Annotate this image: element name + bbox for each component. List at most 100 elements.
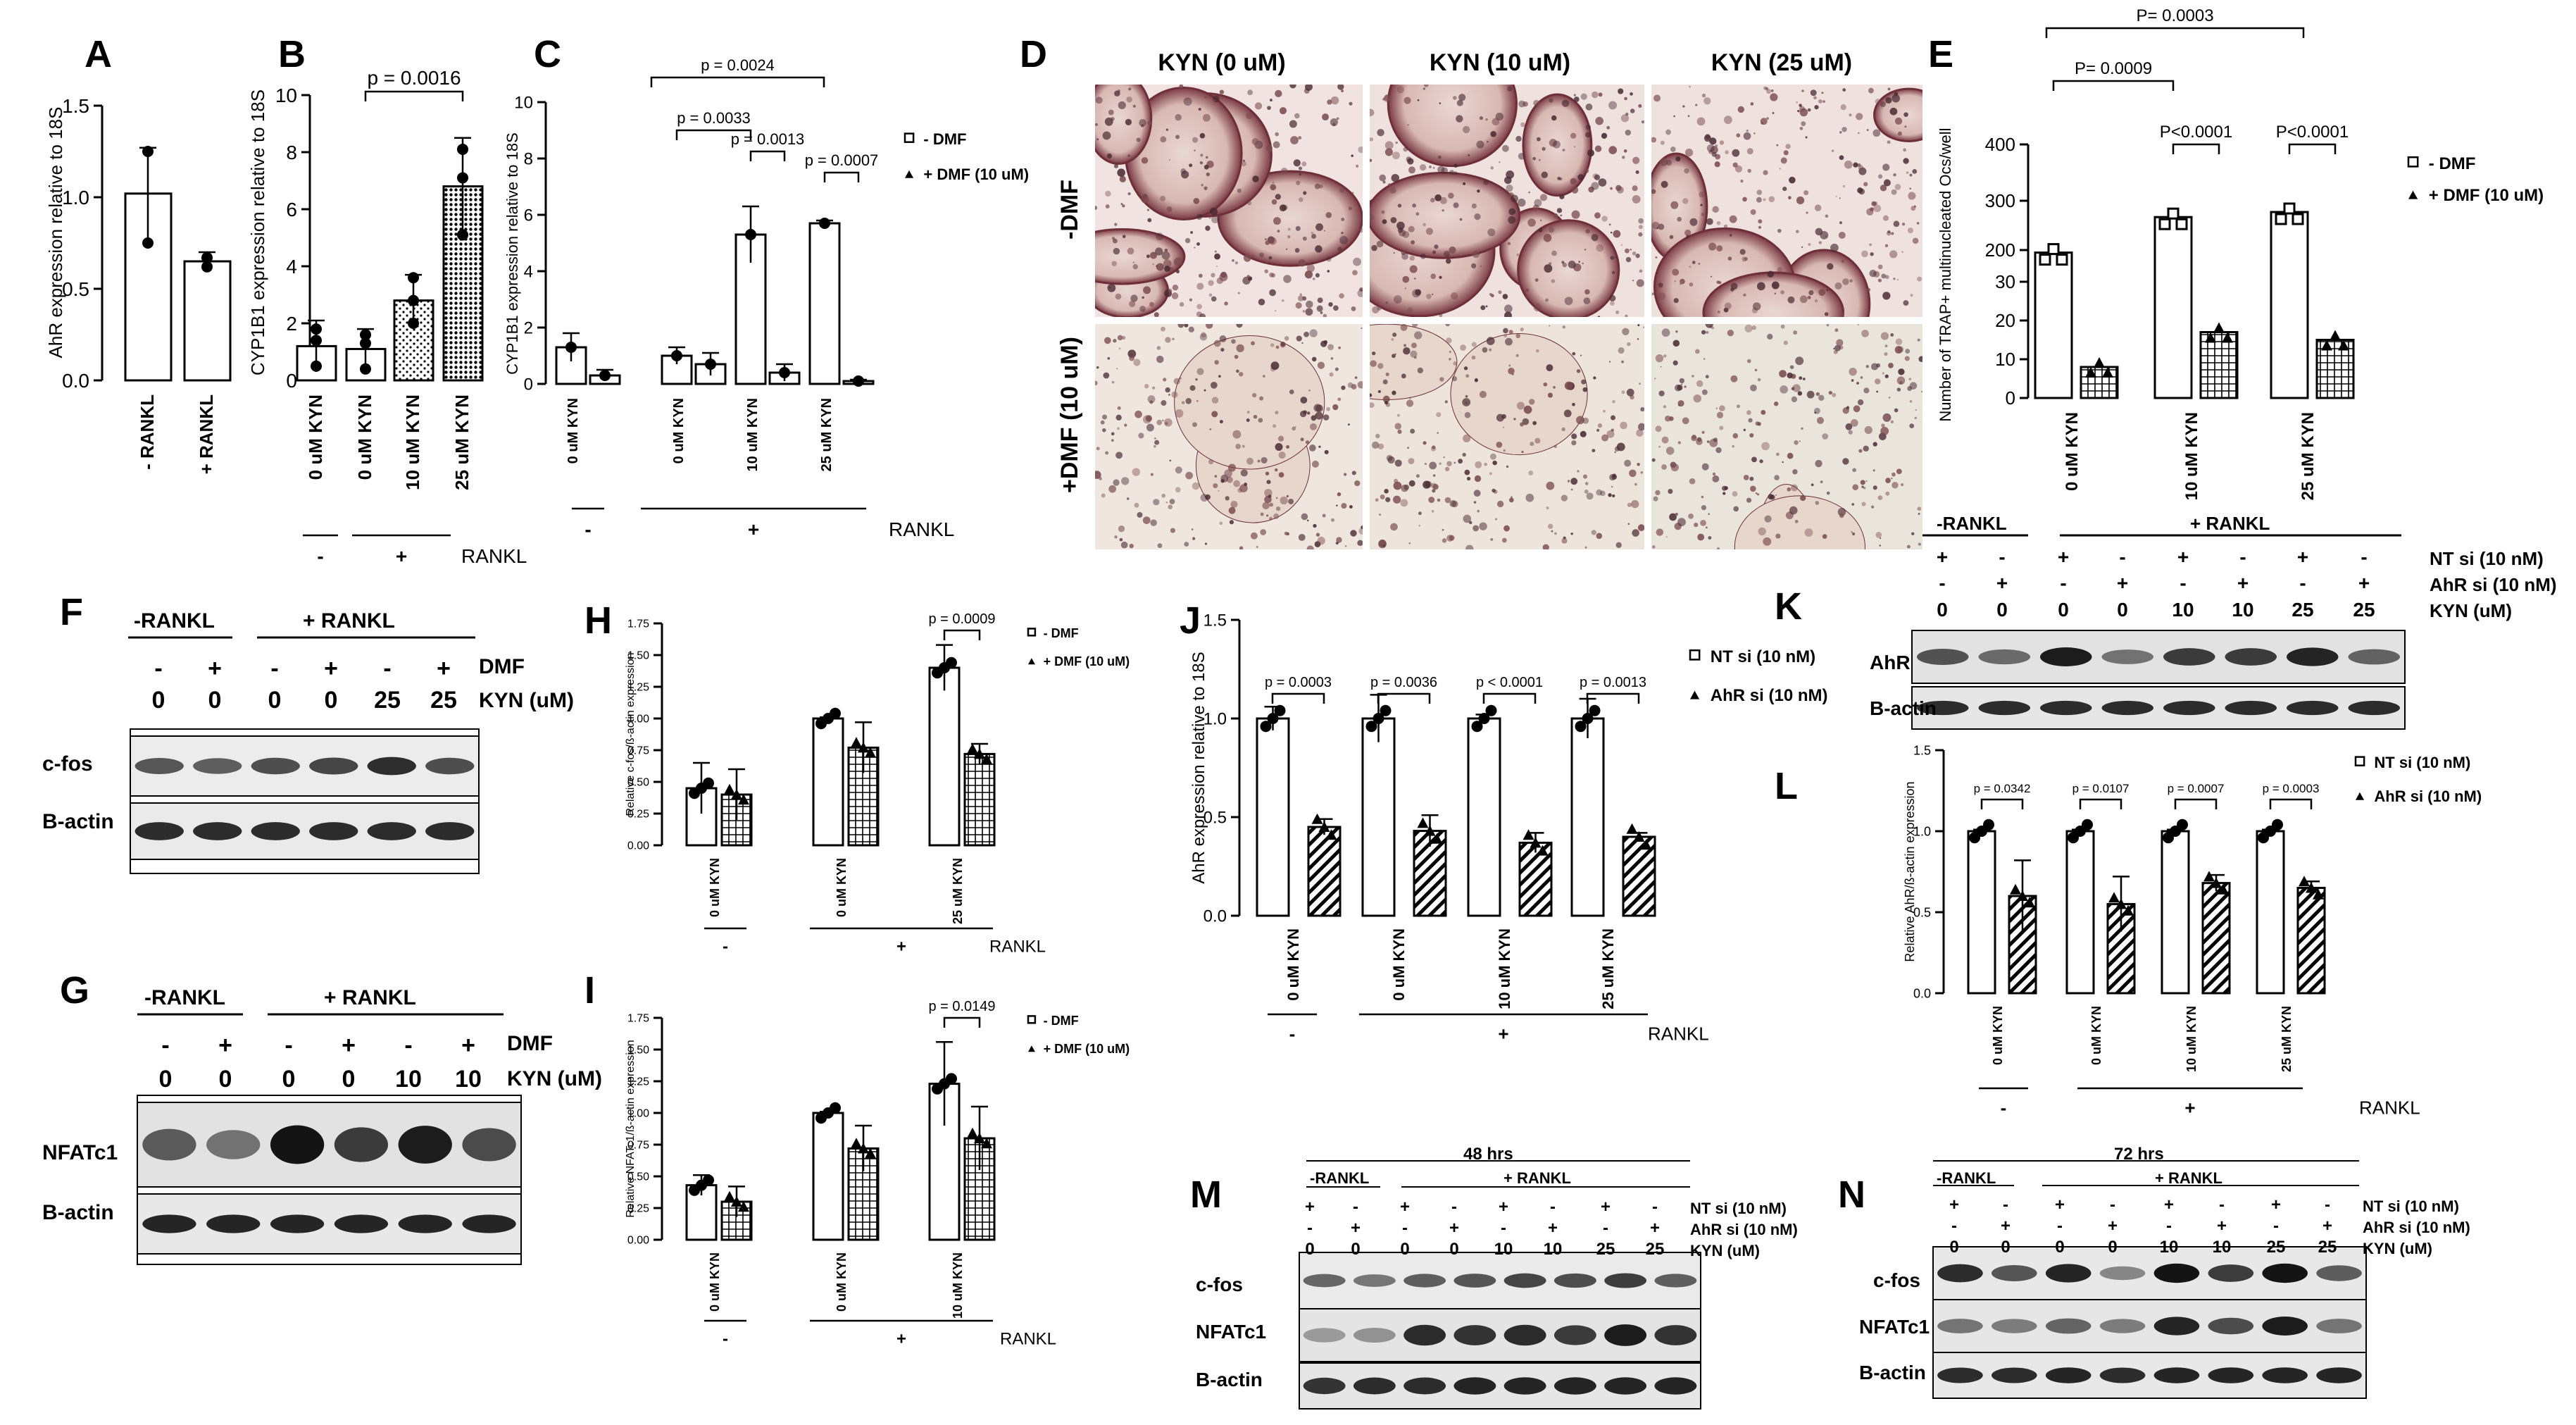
lane-label: - <box>1999 546 2006 568</box>
blot-f-cfos-band <box>309 757 358 775</box>
chart-h-ytick-label: 0.75 <box>627 745 649 757</box>
chart-c-ytick-label: 8 <box>524 149 533 168</box>
chart-j-point <box>1471 721 1483 733</box>
chart-i-point <box>738 1201 749 1212</box>
lane-label: - <box>1939 572 1946 594</box>
blot-g-nfatc1-frame <box>137 1102 522 1188</box>
chart-e-ytick-label: 300 <box>1985 190 2015 211</box>
lane-label: - <box>2057 1216 2063 1236</box>
chart-c-point <box>705 359 716 370</box>
chart-c-xtick-label: 25 uM KYN <box>819 398 834 471</box>
chart-c-point <box>565 342 577 353</box>
chart-c-point <box>671 350 682 361</box>
blot-n-bactin-band <box>2262 1367 2308 1383</box>
lane-label: 10 <box>2172 599 2194 621</box>
lane-label: 25 <box>2266 1238 2286 1257</box>
blot-n-nfatc1-band <box>1937 1319 1983 1333</box>
blot-n-nfatc1-band <box>2316 1319 2362 1333</box>
chart-j-point <box>1267 713 1279 724</box>
lane-label: 10 <box>2159 1238 2179 1257</box>
chart-l-sig-bracket <box>2174 798 2218 809</box>
blot-m-cfos-band <box>1353 1274 1396 1287</box>
blot-m-cfos-band <box>1553 1273 1596 1288</box>
chart-j-bar <box>1307 826 1342 917</box>
chart-i-sig-bracket <box>943 1016 981 1028</box>
chart-a-point <box>142 146 154 157</box>
lane-label: + <box>2296 546 2309 568</box>
micrograph-texture <box>1095 85 1363 317</box>
chart-h-point <box>738 794 749 805</box>
blot-n-bactin-band <box>1992 1367 2037 1383</box>
chart-h-point <box>946 657 957 668</box>
chart-e-xtick-label: 25 uM KYN <box>2299 412 2318 500</box>
lane-label: 0 <box>324 687 338 714</box>
lane-label: 10 <box>1494 1240 1513 1259</box>
lane-label: 0 <box>158 1066 173 1093</box>
chart-i-group-label: + <box>896 1330 906 1349</box>
blot-g-dmf-label: DMF <box>507 1032 553 1055</box>
blot-m-nfatc1-band <box>1353 1327 1396 1343</box>
blot-k-ahr-band <box>2287 647 2339 666</box>
chart-c-sig-bracket <box>749 150 786 161</box>
chart-e-bar <box>2080 366 2119 399</box>
blot-m-kyn-label: KYN (uM) <box>1690 1242 1760 1259</box>
chart-e-ytick-label: 400 <box>1985 134 2015 155</box>
chart-i-point <box>967 1127 978 1138</box>
chart-e: 400 300 200 30 20 10 0 Number of TRAP+ multinuc… <box>1937 6 2544 500</box>
chart-h-bar <box>812 717 844 847</box>
blot-n-band-bactin: B-actin <box>1859 1362 1926 1383</box>
panel-label-k: K <box>1775 585 1802 628</box>
chart-c-sig-label: p = 0.0033 <box>677 109 751 127</box>
chart-l-point <box>2017 890 2028 901</box>
chart-j-group-title: RANKL <box>1648 1023 1709 1044</box>
blot-k-bactin-band <box>2287 700 2339 716</box>
lane-label: - <box>2239 546 2246 568</box>
blot-n-band-cfos: c-fos <box>1873 1269 1920 1291</box>
chart-c-sig-bracket <box>650 76 825 87</box>
chart-c-sig-label: p = 0.0007 <box>805 151 879 169</box>
chart-b-sig-label: p = 0.0016 <box>367 67 461 89</box>
lane-label: + <box>2054 1195 2065 1214</box>
chart-h-legend-label: + DMF (10 uM) <box>1044 654 1130 668</box>
chart-h-point <box>724 783 735 795</box>
lane-label: + <box>2322 1216 2332 1236</box>
chart-c-point <box>599 370 611 381</box>
chart-a-ytick-label: 1.0 <box>62 187 89 209</box>
blot-m-nt-label: NT si (10 nM) <box>1690 1200 1787 1217</box>
chart-h-legend-label: - DMF <box>1044 626 1079 640</box>
lane-label: - <box>404 1032 413 1059</box>
chart-e-point <box>2321 340 2332 351</box>
chart-l-xtick-label: 0 uM KYN <box>2089 1006 2103 1065</box>
chart-e-xtick-label: 10 uM KYN <box>2182 412 2201 500</box>
chart-e-ytick-label: 30 <box>1995 271 2015 292</box>
chart-l-point <box>2082 819 2093 830</box>
chart-h-ytick-label: 0.25 <box>627 809 649 821</box>
chart-j-xtick-label: 0 uM KYN <box>1284 928 1302 1001</box>
blot-n-cfos-band <box>2045 1264 2092 1283</box>
blot-m-cfos-band <box>1403 1274 1446 1288</box>
chart-i-bar <box>812 1112 844 1241</box>
chart-e-bar <box>2270 211 2309 399</box>
chart-i-ytick-label: 0.00 <box>627 1235 649 1247</box>
chart-j-sig-bracket <box>1482 692 1537 704</box>
chart-i-ytick-label: 1.00 <box>627 1108 649 1120</box>
lane-label: 0 <box>2055 1238 2065 1257</box>
chart-b-group-label: - <box>317 545 323 567</box>
chart-a-ytick-label: 0.0 <box>62 370 89 392</box>
blot-f-dmf-label: DMF <box>479 655 525 678</box>
blot-n-cfos-band <box>1992 1265 2037 1281</box>
chart-l-bar <box>2065 830 2095 995</box>
chart-c-sig-label: p = 0.0024 <box>701 56 775 74</box>
chart-j-point <box>1478 713 1490 724</box>
chart-j-sig-label: p = 0.0013 <box>1580 675 1646 690</box>
blot-g-bactin-band <box>334 1214 389 1233</box>
chart-i: 0.00 0.25 0.50 0.75 1.00 1.25 1.50 1.75 Relative… <box>625 999 1130 1349</box>
chart-c-group-label: + <box>748 518 759 540</box>
chart-l-point <box>2177 819 2188 830</box>
chart-j-ytick-label: 0.5 <box>1203 808 1227 827</box>
chart-c-group-title: RANKL <box>889 518 954 540</box>
chart-h-ylabel: Relative c-fos/ß-actin expression <box>625 652 637 816</box>
blot-g-kyn-label: KYN (uM) <box>507 1067 602 1090</box>
blot-m-nfatc1-band <box>1453 1325 1496 1345</box>
lane-label: + <box>1949 1195 1959 1214</box>
